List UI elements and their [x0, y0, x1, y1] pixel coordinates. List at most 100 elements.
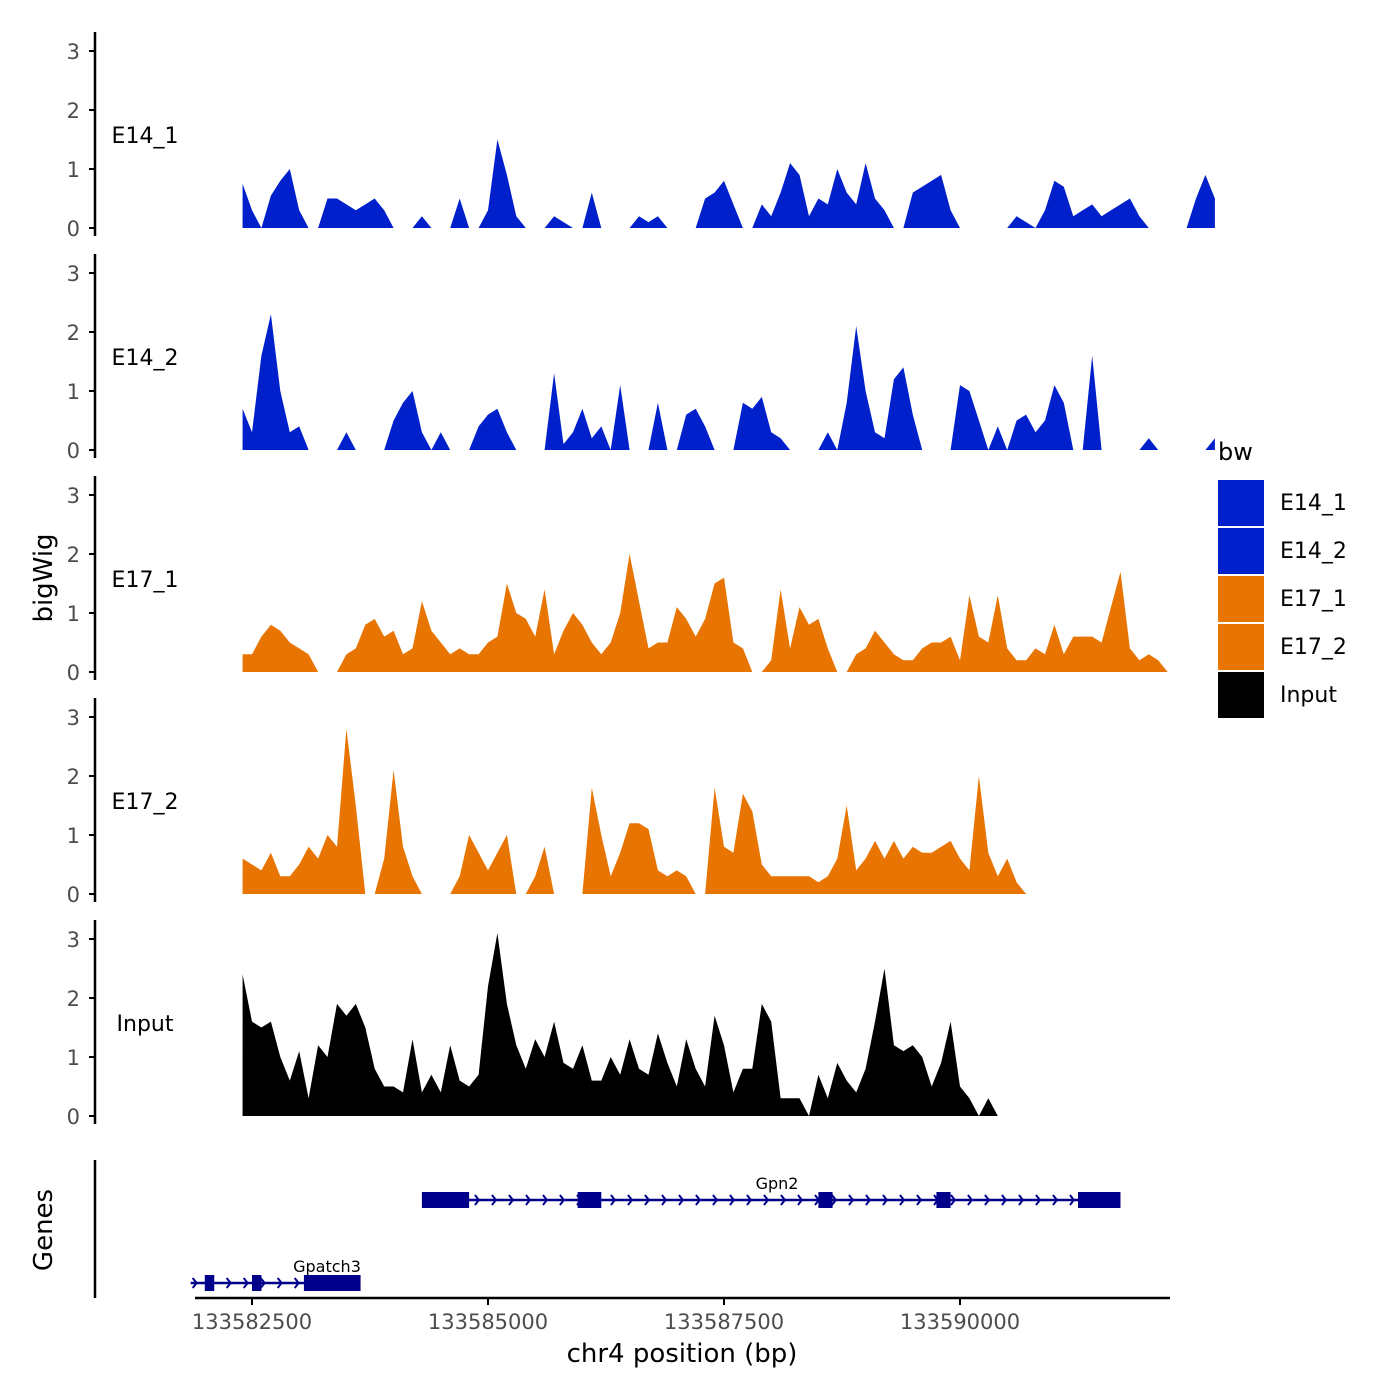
- strand-arrow: [678, 1194, 685, 1206]
- strand-arrow: [242, 1277, 249, 1289]
- area-E14_1: [242, 139, 1215, 228]
- strand-arrow: [1052, 1194, 1059, 1206]
- y-tick-label: 3: [67, 262, 80, 286]
- x-tick-label: 133587500: [664, 1310, 784, 1334]
- y-tick-label: 3: [67, 706, 80, 730]
- strand-arrow: [491, 1194, 498, 1206]
- track-label: E17_1: [112, 568, 179, 593]
- strand-arrow: [627, 1194, 634, 1206]
- legend-title: bw: [1218, 438, 1253, 466]
- legend-label-E14_2: E14_2: [1280, 539, 1347, 564]
- strand-arrow: [967, 1194, 974, 1206]
- track-E14_1: 0 1 2 3 E14_1: [67, 32, 1215, 241]
- y-tick-label: 1: [67, 380, 80, 404]
- area-E14_2: [242, 314, 1215, 450]
- y-tick-label: 3: [67, 928, 80, 952]
- strand-arrow: [712, 1194, 719, 1206]
- y-tick-label: 0: [67, 661, 80, 685]
- y-tick-label: 2: [67, 321, 80, 345]
- strand-arrow: [848, 1194, 855, 1206]
- strand-arrow: [276, 1277, 283, 1289]
- strand-arrow: [763, 1194, 770, 1206]
- y-tick-label: 1: [67, 824, 80, 848]
- genes-panel: Gpn2 Gpatch3: [93, 1160, 1121, 1298]
- y-tick-label: 1: [67, 158, 80, 182]
- y-tick-label: 0: [67, 439, 80, 463]
- strand-arrow: [729, 1194, 736, 1206]
- strand-arrow: [1018, 1194, 1025, 1206]
- y-axis-title: bigWig: [29, 533, 59, 622]
- gene-name: Gpn2: [756, 1174, 799, 1193]
- legend-label-E17_1: E17_1: [1280, 587, 1347, 612]
- legend-swatch-E17_2: [1218, 624, 1264, 670]
- exon: [577, 1192, 602, 1208]
- strand-arrow: [984, 1194, 991, 1206]
- exon: [303, 1275, 361, 1291]
- strand-arrow: [559, 1194, 566, 1206]
- track-label: Input: [117, 1012, 174, 1037]
- strand-arrow: [225, 1277, 232, 1289]
- track-label: E14_1: [112, 124, 179, 149]
- x-tick-label: 133582500: [192, 1310, 312, 1334]
- strand-arrow: [797, 1194, 804, 1206]
- strand-arrow: [746, 1194, 753, 1206]
- area-Input: [242, 933, 1215, 1116]
- strand-arrow: [865, 1194, 872, 1206]
- exon: [936, 1192, 951, 1208]
- exon: [252, 1275, 262, 1291]
- legend-swatch-E17_1: [1218, 576, 1264, 622]
- y-tick-label: 2: [67, 765, 80, 789]
- strand-arrow: [293, 1277, 300, 1289]
- track-E14_2: 0 1 2 3 E14_2: [67, 254, 1215, 463]
- strand-arrow: [882, 1194, 889, 1206]
- strand-arrow: [1035, 1194, 1042, 1206]
- legend-label-E17_2: E17_2: [1280, 635, 1347, 660]
- track-E17_2: 0 1 2 3 E17_2: [67, 698, 1215, 907]
- legend-swatch-Input: [1218, 672, 1264, 718]
- strand-arrow: [610, 1194, 617, 1206]
- strand-arrow: [780, 1194, 787, 1206]
- strand-arrow: [508, 1194, 515, 1206]
- track-Input: 0 1 2 3 Input: [67, 920, 1215, 1129]
- legend-swatch-E14_1: [1218, 480, 1264, 526]
- strand-arrow: [899, 1194, 906, 1206]
- legend-label-Input: Input: [1280, 683, 1337, 708]
- track-label: E14_2: [112, 346, 179, 371]
- gene-name: Gpatch3: [293, 1257, 361, 1276]
- legend-swatch-E14_2: [1218, 528, 1264, 574]
- x-axis-title: chr4 position (bp): [567, 1339, 798, 1369]
- y-tick-label: 3: [67, 40, 80, 64]
- y-tick-label: 0: [67, 217, 80, 241]
- y-tick-label: 0: [67, 1105, 80, 1129]
- exon: [1078, 1192, 1121, 1208]
- legend-label-E14_1: E14_1: [1280, 491, 1347, 516]
- x-tick-label: 133585000: [428, 1310, 548, 1334]
- strand-arrow: [259, 1277, 266, 1289]
- strand-arrow: [191, 1277, 198, 1289]
- y-tick-label: 3: [67, 484, 80, 508]
- strand-arrow: [916, 1194, 923, 1206]
- y-tick-label: 2: [67, 99, 80, 123]
- strand-arrow: [661, 1194, 668, 1206]
- y-tick-label: 1: [67, 602, 80, 626]
- signal-tracks: 0 1 2 3 E14_1 0 1 2 3 E14_2 0 1 2 3 E17_1 0 1 2 3 E17_2 0 1 2 3…: [67, 32, 1215, 1129]
- track-E17_1: 0 1 2 3 E17_1: [67, 476, 1215, 685]
- x-axis: 133582500 133585000 133587500 133590000: [192, 1296, 1170, 1334]
- x-tick-label: 133590000: [900, 1310, 1020, 1334]
- gene-Gpn2: Gpn2: [421, 1174, 1121, 1208]
- exon: [421, 1192, 470, 1208]
- genes-axis-title: Genes: [29, 1189, 59, 1271]
- strand-arrow: [644, 1194, 651, 1206]
- strand-arrow: [542, 1194, 549, 1206]
- area-E17_1: [242, 554, 1215, 672]
- gene-Gpatch3: Gpatch3: [190, 1257, 361, 1291]
- strand-arrow: [474, 1194, 481, 1206]
- legend: bw E14_1 E14_2 E17_1 E17_2 Input: [1218, 438, 1347, 718]
- area-E17_2: [242, 728, 1215, 894]
- y-tick-label: 2: [67, 543, 80, 567]
- y-tick-label: 0: [67, 883, 80, 907]
- strand-arrow: [1069, 1194, 1076, 1206]
- strand-arrow: [525, 1194, 532, 1206]
- exon: [818, 1192, 833, 1208]
- exon: [204, 1275, 215, 1291]
